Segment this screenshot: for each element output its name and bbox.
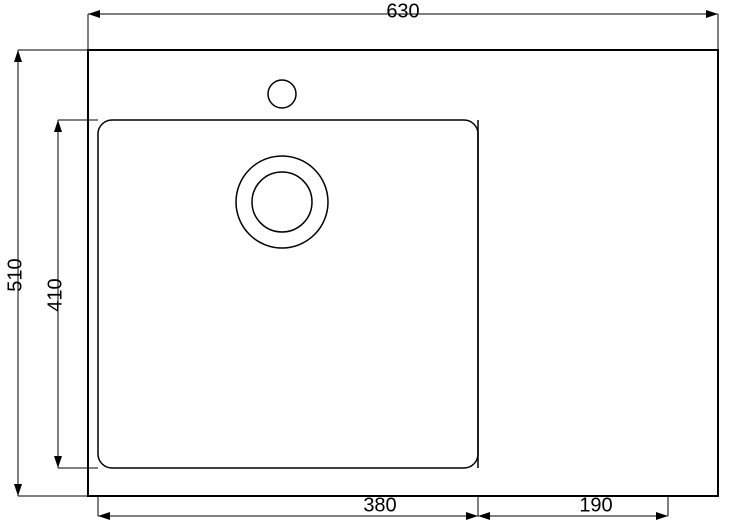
drain-outer [236,156,328,248]
dim-basin-width: 380 [363,494,396,516]
dim-right-segment: 190 [579,494,612,516]
tap-hole [268,80,296,108]
drain-inner [252,172,312,232]
outer-rect [88,50,718,496]
dim-top-width: 630 [386,0,419,22]
technical-drawing: 630 510 410 380 190 [0,0,734,529]
dim-inner-height: 410 [44,278,66,311]
dim-left-height: 510 [4,258,26,291]
